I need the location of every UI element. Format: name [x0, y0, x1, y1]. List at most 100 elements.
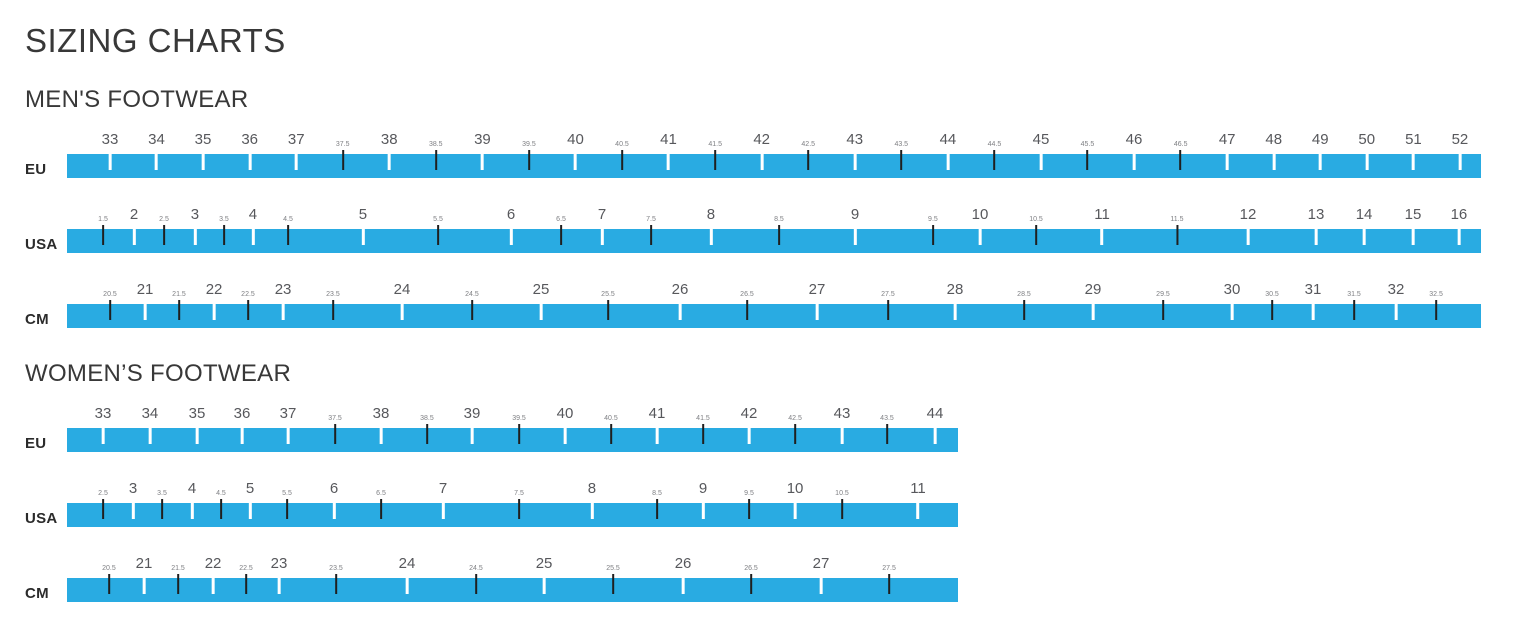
size-tick-label: 7.5: [514, 490, 524, 497]
tick-mark: [143, 300, 147, 320]
size-tick-label: 30.5: [1265, 291, 1279, 298]
size-tick-10.5: 10.5: [835, 479, 849, 519]
size-tick-label: 47: [1218, 131, 1236, 148]
tick-mark: [1311, 300, 1315, 320]
tick-mark: [1272, 150, 1276, 170]
size-tick-label: 37.5: [328, 415, 342, 422]
size-tick-label: 43.5: [880, 415, 894, 422]
tick-mark: [888, 574, 891, 594]
size-tick-label: 7: [597, 206, 607, 223]
size-tick-35: 35: [194, 130, 212, 170]
size-tick-4: 4: [188, 479, 196, 519]
size-tick-23: 23: [271, 554, 287, 594]
size-tick-label: 50: [1358, 131, 1376, 148]
scale-row-mens-eu: EU 33 34 35 36 37 37.5 38 38.5 39 39.5 40 40.5 41 41.…: [25, 128, 1521, 182]
size-tick-label: 24: [393, 281, 411, 298]
size-tick-label: 40.5: [615, 141, 629, 148]
size-tick-10.5: 10.5: [1029, 205, 1043, 245]
size-tick-label: 6.5: [376, 490, 386, 497]
size-tick-label: 51: [1405, 131, 1422, 148]
size-tick-22: 22: [206, 280, 222, 320]
scale-row-label-eu: EU: [25, 435, 47, 452]
tick-mark: [1225, 150, 1229, 170]
size-tick-21: 21: [136, 554, 152, 594]
tick-mark: [606, 300, 609, 320]
size-tick-label: 32.5: [1429, 291, 1443, 298]
size-tick-7: 7: [598, 205, 606, 245]
tick-mark: [517, 499, 520, 519]
size-tick-26: 26: [671, 280, 689, 320]
size-tick-21.5: 21.5: [172, 280, 186, 320]
size-tick-27: 27: [809, 280, 825, 320]
size-tick-label: 23.5: [326, 291, 340, 298]
tick-mark: [745, 300, 748, 320]
tick-mark: [1091, 300, 1095, 320]
tick-mark: [101, 499, 104, 519]
size-tick-28.5: 28.5: [1017, 280, 1031, 320]
scale-row-womens-usa: USA 2.5 3 3.5 4 4.5 5 5.5 6 6.5 7 7.5 8 8.5 9 9.5 10 10.…: [25, 477, 1521, 531]
tick-mark: [1365, 150, 1369, 170]
scale-row-label-usa: USA: [25, 510, 58, 527]
size-tick-label: 20.5: [103, 291, 117, 298]
size-tick-label: 11.5: [1170, 216, 1184, 223]
size-tick-2.5: 2.5: [98, 479, 108, 519]
tick-mark: [946, 150, 950, 170]
size-tick-label: 48: [1265, 131, 1283, 148]
size-tick-label: 29: [1084, 281, 1102, 298]
size-tick-label: 38.5: [428, 141, 443, 148]
size-tick-label: 26.5: [744, 565, 758, 572]
size-tick-20.5: 20.5: [103, 280, 117, 320]
size-tick-label: 24: [398, 555, 416, 572]
tick-mark: [1458, 150, 1462, 170]
tick-mark: [612, 574, 614, 594]
size-tick-3: 3: [191, 205, 199, 245]
tick-mark: [747, 424, 751, 444]
tick-mark: [441, 499, 445, 519]
size-tick-label: 41.5: [696, 415, 710, 422]
size-tick-label: 3: [190, 206, 200, 223]
scale-row-label-usa: USA: [25, 236, 58, 253]
tick-mark: [148, 424, 152, 444]
tick-mark: [361, 225, 365, 245]
size-tick-label: 42.5: [788, 415, 802, 422]
tick-mark: [107, 574, 110, 594]
tick-mark: [714, 150, 717, 170]
size-tick-9.5: 9.5: [928, 205, 938, 245]
size-tick-22: 22: [205, 554, 221, 594]
size-tick-33: 33: [95, 404, 111, 444]
size-tick-5: 5: [359, 205, 367, 245]
size-tick-24: 24: [398, 554, 416, 594]
size-tick-42.5: 42.5: [788, 404, 802, 444]
tick-mark: [285, 499, 288, 519]
size-tick-13: 13: [1308, 205, 1324, 245]
size-tick-1.5: 1.5: [98, 205, 108, 245]
size-tick-label: 40.5: [604, 415, 618, 422]
tick-mark: [609, 424, 612, 444]
size-tick-label: 35: [194, 131, 212, 148]
size-tick-label: 40: [567, 131, 584, 148]
tick-mark: [794, 424, 797, 444]
size-tick-label: 6: [329, 480, 339, 497]
size-tick-7.5: 7.5: [646, 205, 656, 245]
size-tick-11: 11: [1094, 205, 1110, 245]
size-tick-label: 8.5: [652, 490, 662, 497]
size-tick-label: 35: [188, 405, 206, 422]
size-tick-39: 39: [464, 404, 480, 444]
tick-mark: [212, 300, 216, 320]
size-tick-label: 26: [671, 281, 689, 298]
scale-row-label-cm: CM: [25, 311, 49, 328]
size-tick-label: 2: [129, 206, 139, 223]
size-tick-label: 14: [1355, 206, 1373, 223]
size-tick-label: 9: [850, 206, 860, 223]
tick-mark: [933, 424, 937, 444]
size-tick-2.5: 2.5: [159, 205, 169, 245]
size-tick-40: 40: [557, 404, 573, 444]
tick-mark: [978, 225, 982, 245]
size-tick-label: 4.5: [283, 216, 293, 223]
size-tick-41: 41: [649, 404, 665, 444]
size-tick-label: 5.5: [433, 216, 443, 223]
section-title-mens: MEN'S FOOTWEAR: [25, 86, 249, 113]
size-tick-label: 3: [128, 480, 138, 497]
mens-scale-rows: EU 33 34 35 36 37 37.5 38 38.5 39 39.5 40 40.5 41 41.…: [25, 128, 1521, 332]
size-tick-14: 14: [1355, 205, 1373, 245]
